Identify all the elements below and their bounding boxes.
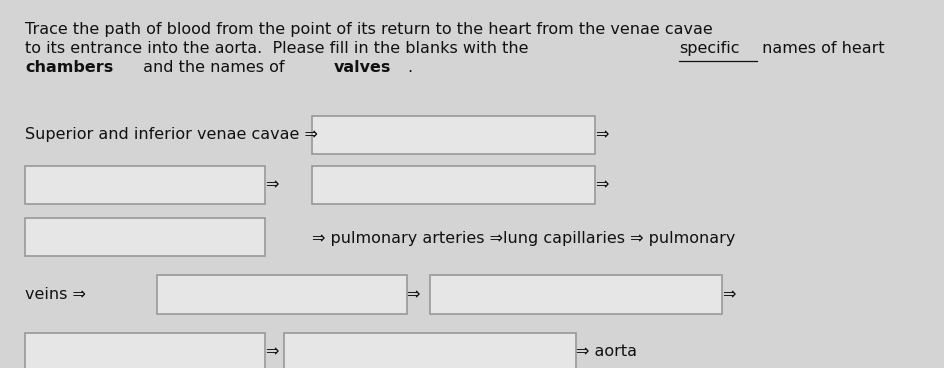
FancyBboxPatch shape [157, 275, 406, 314]
Text: ⇒: ⇒ [595, 178, 608, 193]
Text: ⇒ aorta: ⇒ aorta [576, 344, 636, 359]
Text: ⇒: ⇒ [406, 287, 419, 302]
Text: ⇒: ⇒ [595, 127, 608, 142]
Text: ⇒: ⇒ [265, 178, 278, 193]
Text: names of heart: names of heart [756, 41, 884, 56]
Text: Superior and inferior venae cavae ⇒: Superior and inferior venae cavae ⇒ [25, 127, 317, 142]
Text: ⇒ pulmonary arteries ⇒lung capillaries ⇒ pulmonary: ⇒ pulmonary arteries ⇒lung capillaries ⇒… [312, 231, 735, 247]
FancyBboxPatch shape [312, 116, 595, 154]
FancyBboxPatch shape [25, 333, 265, 368]
Text: chambers: chambers [25, 60, 113, 75]
FancyBboxPatch shape [284, 333, 576, 368]
Text: .: . [407, 60, 412, 75]
FancyBboxPatch shape [312, 166, 595, 204]
FancyBboxPatch shape [430, 275, 721, 314]
Text: valves: valves [333, 60, 391, 75]
Text: veins ⇒: veins ⇒ [25, 287, 86, 302]
FancyBboxPatch shape [25, 218, 265, 256]
FancyBboxPatch shape [25, 166, 265, 204]
Text: ⇒: ⇒ [721, 287, 734, 302]
Text: and the names of: and the names of [139, 60, 290, 75]
Text: to its entrance into the aorta.  Please fill in the blanks with the: to its entrance into the aorta. Please f… [25, 41, 533, 56]
Text: specific: specific [679, 41, 739, 56]
Text: ⇒: ⇒ [265, 344, 278, 359]
Text: Trace the path of blood from the point of its return to the heart from the venae: Trace the path of blood from the point o… [25, 22, 712, 37]
